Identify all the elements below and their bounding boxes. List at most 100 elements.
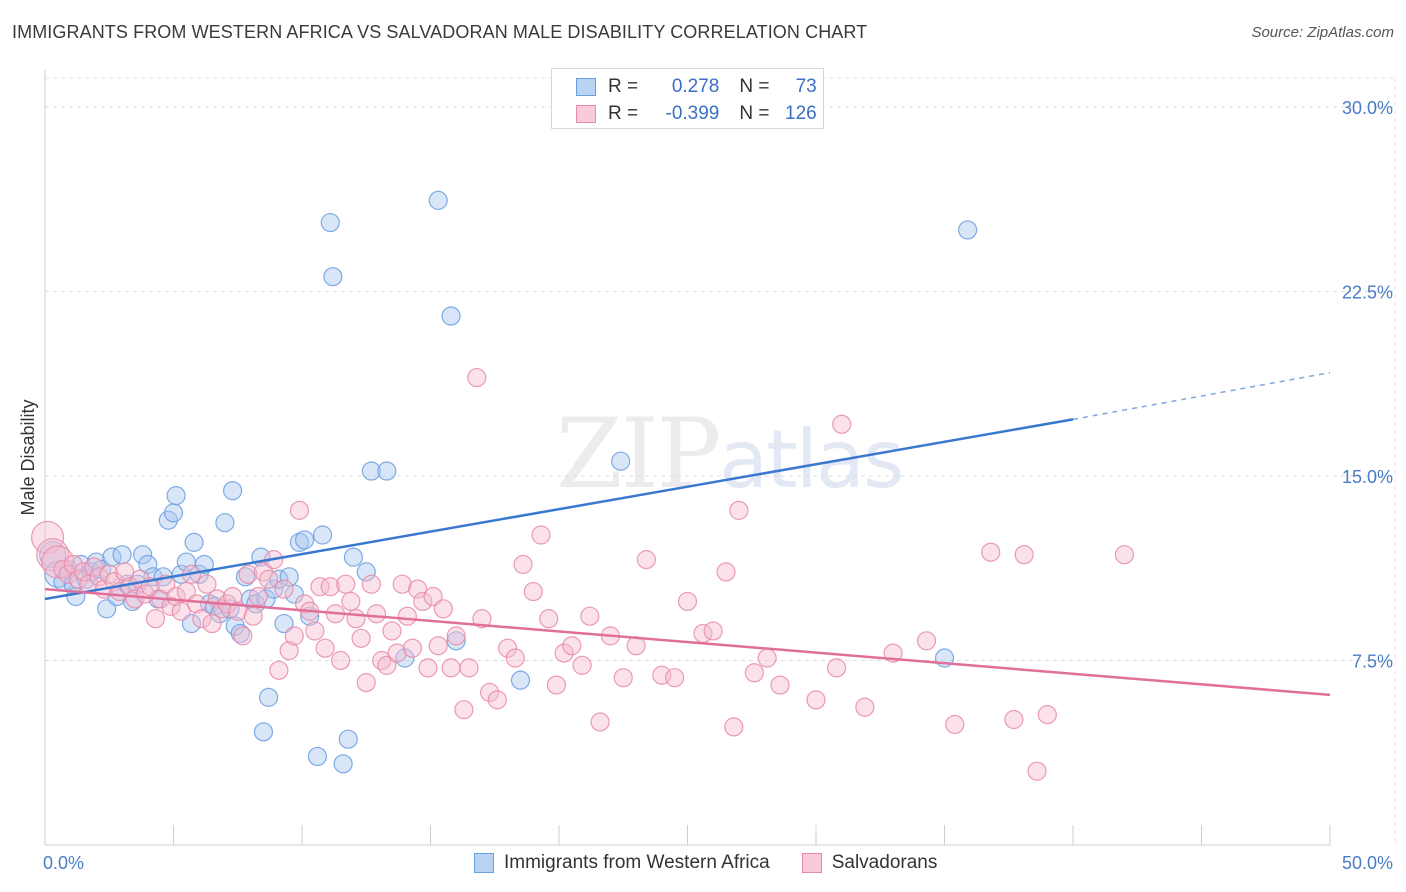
point-salvadoran [716,562,736,582]
point-salvadoran [315,638,335,658]
point-salvadoran [446,626,466,646]
point-salvadoran [377,655,397,675]
point-salvadoran [916,631,937,651]
point-salvadoran [467,367,487,388]
point-salvadoran [387,643,407,663]
trend-line-western-africa [44,418,1074,601]
point-western-africa [258,687,279,707]
point-salvadoran [554,643,574,663]
point-salvadoran [441,658,461,678]
point-western-africa [294,530,315,550]
legend-item-salvadorans: Salvadorans [801,852,937,874]
point-salvadoran [744,663,764,683]
point-salvadoran [498,638,518,658]
point-western-africa [215,513,235,533]
point-salvadoran [505,648,525,668]
point-western-africa [230,623,250,644]
point-salvadoran [580,606,600,626]
point-salvadoran [330,650,351,671]
watermark-zip: ZIP [556,398,721,510]
point-western-africa [166,486,186,506]
point-salvadoran [757,648,777,668]
x-tick-label: 0.0% [43,853,84,873]
point-salvadoran [397,606,417,626]
point-salvadoran [472,609,492,629]
point-salvadoran [428,636,448,656]
point-western-africa [235,567,256,587]
point-salvadoran [356,673,376,693]
point-salvadoran [423,586,443,607]
point-salvadoran [125,589,145,609]
point-salvadoran [202,613,222,634]
point-salvadoran [269,660,289,680]
point-salvadoran [832,414,852,434]
point-western-africa [274,613,294,634]
legend-swatch-blue [474,853,494,873]
point-salvadoran [73,562,94,582]
point-salvadoran [729,500,749,520]
point-salvadoran [274,579,294,599]
point-salvadoran [677,591,698,612]
point-western-africa [163,503,184,523]
point-salvadoran [413,591,433,612]
point-salvadoran [197,574,217,594]
point-western-africa [307,746,328,767]
point-salvadoran [1004,709,1024,730]
point-western-africa [246,594,266,614]
point-western-africa [611,451,631,471]
point-western-africa [428,190,448,210]
point-salvadoran [145,609,166,629]
y-tick-label: 7.5% [1352,651,1393,671]
point-salvadoran [408,579,428,599]
point-salvadoran [454,700,474,720]
point-western-africa [112,545,132,565]
legend-r-value: -0.399 [665,103,720,124]
legend-r-label: R = [608,103,644,124]
point-salvadoran [279,641,299,661]
point-salvadoran [487,690,507,710]
point-salvadoran [320,577,340,597]
axes [44,70,1331,846]
trend-line-western-africa-extension [1072,371,1331,421]
x-tick-label: 50.0% [1342,853,1393,873]
point-salvadoran [562,636,582,656]
point-salvadoran [63,554,83,575]
point-western-africa [333,754,353,774]
point-salvadoran [665,668,685,688]
point-salvadoran [981,542,1001,562]
point-salvadoran [523,581,543,602]
point-western-africa [377,461,397,481]
point-western-africa [181,613,202,634]
point-salvadoran [724,717,744,737]
y-tick-label: 15.0% [1342,467,1393,487]
point-salvadoran [418,658,438,678]
point-salvadoran [171,601,191,621]
point-salvadoran [341,591,361,612]
point-salvadoran [284,626,304,646]
point-western-africa [361,461,381,481]
legend-r-value: 0.278 [671,76,720,97]
point-salvadoran [289,500,310,520]
point-western-africa [289,532,310,552]
point-salvadoran [826,658,847,678]
point-western-africa [446,631,466,651]
legend-swatch-pink [576,105,596,123]
point-salvadoran [243,606,263,626]
point-salvadoran [305,621,325,641]
point-salvadoran [187,594,207,614]
point-western-africa [223,481,243,501]
point-western-africa [133,545,153,565]
point-salvadoran [233,626,253,646]
point-salvadoran [1114,545,1135,565]
point-salvadoran [351,628,371,648]
point-salvadoran [433,599,453,619]
point-salvadoran [392,574,412,594]
point-salvadoran [258,569,279,589]
point-salvadoran [770,675,790,695]
legend-n-label: N = [739,76,775,97]
point-western-africa [338,729,358,749]
series-legend: Immigrants from Western Africa Salvadora… [474,852,969,874]
point-salvadoran [806,690,826,710]
point-salvadoran [248,586,268,607]
